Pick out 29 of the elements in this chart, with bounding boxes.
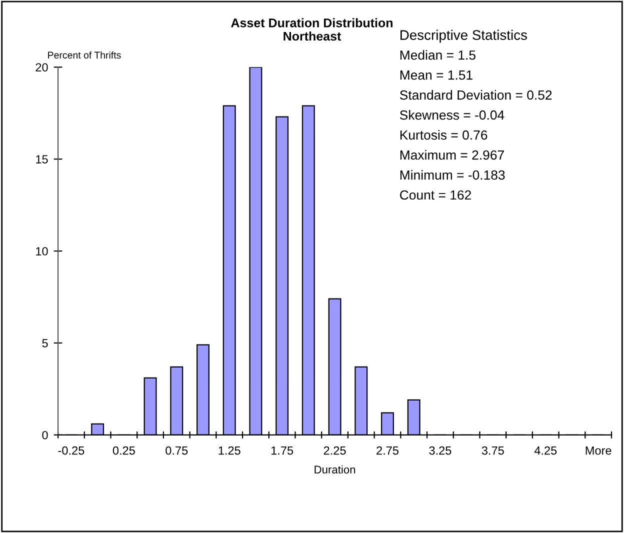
y-tick-label: 15 bbox=[36, 155, 48, 164]
x-tick-label: 2.75 bbox=[376, 446, 398, 455]
x-tick-label: 1.25 bbox=[218, 446, 240, 455]
annotation: Mean = 1.51 bbox=[400, 70, 472, 80]
x-tick-label: More bbox=[586, 446, 612, 455]
y-tick-label: 0 bbox=[42, 430, 48, 440]
text: Median = 1.5 bbox=[400, 50, 476, 60]
x-tick-label: 0.75 bbox=[166, 446, 188, 455]
x-tick-label: 0.25 bbox=[112, 446, 135, 455]
x-tick-label: -0.25 bbox=[58, 446, 84, 455]
annotation: Standard Deviation = 0.52 bbox=[400, 90, 552, 100]
y-tick-label: 20 bbox=[36, 63, 48, 72]
annotation: Kurtosis = 0.76 bbox=[400, 130, 488, 140]
chart-title: Asset Duration Distribution bbox=[231, 18, 392, 28]
x-tick-label: 3.25 bbox=[429, 446, 452, 455]
y-axis-title: Percent of Thrifts bbox=[48, 51, 121, 59]
y-tick-label: 10 bbox=[36, 247, 48, 256]
x-tick-label: 2.25 bbox=[324, 446, 346, 455]
x-tick-label: 1.75 bbox=[271, 446, 294, 455]
annotation: Minimum = -0.183 bbox=[400, 170, 505, 180]
annotation: Count = 162 bbox=[400, 190, 471, 200]
x-axis-title: Duration bbox=[314, 465, 356, 474]
annotation: Maximum = 2.967 bbox=[400, 150, 504, 160]
text: Descriptive Statistics bbox=[400, 30, 527, 43]
y-tick-label: 5 bbox=[42, 339, 48, 348]
x-tick-label: 3.75 bbox=[482, 446, 504, 455]
annotation: Skewness = -0.04 bbox=[400, 110, 504, 120]
x-tick-label: 4.25 bbox=[534, 446, 557, 455]
chart-subtitle: Northeast bbox=[284, 31, 342, 41]
